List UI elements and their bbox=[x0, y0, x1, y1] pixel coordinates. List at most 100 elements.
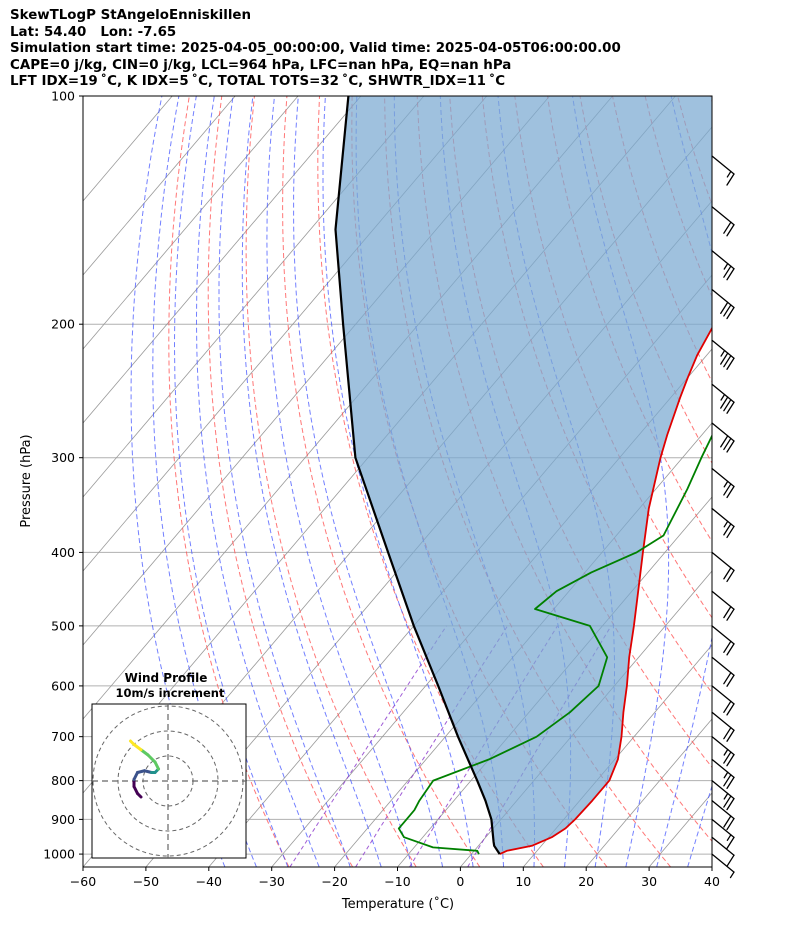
wind-barb bbox=[711, 288, 735, 320]
dry-adiabat-line bbox=[282, 96, 481, 867]
x-tick-label: 40 bbox=[704, 874, 720, 889]
barb-flag bbox=[723, 672, 732, 685]
barb-flag bbox=[720, 352, 729, 365]
isotherm-line bbox=[83, 96, 236, 276]
barb-flag bbox=[723, 774, 732, 787]
barb-flag bbox=[726, 268, 735, 281]
barb-half-flag bbox=[723, 792, 729, 800]
barb-staff bbox=[711, 758, 735, 779]
barb-staff bbox=[711, 422, 735, 442]
barb-flag bbox=[723, 727, 732, 740]
dry-adiabat-line bbox=[481, 96, 712, 694]
barb-flag bbox=[726, 703, 735, 716]
wind-barb bbox=[711, 685, 735, 716]
barb-staff bbox=[711, 507, 735, 528]
y-tick-label: 200 bbox=[51, 317, 75, 332]
barb-flag bbox=[726, 569, 735, 583]
barb-staff bbox=[711, 551, 735, 572]
hodograph bbox=[92, 704, 246, 858]
barb-flag bbox=[723, 265, 732, 278]
wind-barb bbox=[711, 590, 735, 621]
x-tick-label: −40 bbox=[196, 874, 222, 889]
moist-adiabat-line bbox=[293, 96, 444, 867]
x-tick-label: −30 bbox=[259, 874, 285, 889]
barb-staff bbox=[711, 836, 735, 856]
barb-flag bbox=[720, 396, 729, 409]
barb-flag bbox=[723, 304, 732, 317]
barb-flag bbox=[726, 854, 735, 867]
wind-barb bbox=[711, 711, 735, 742]
barb-flag bbox=[723, 437, 732, 451]
moist-adiabat-line bbox=[174, 96, 289, 867]
isotherm-line bbox=[83, 96, 425, 498]
stability-parameters: CAPE=0 j/kg, CIN=0 j/kg, LCL=964 hPa, LF… bbox=[10, 57, 512, 73]
profile-lines bbox=[334, 96, 712, 855]
barb-flag bbox=[726, 173, 735, 186]
wind-barb bbox=[711, 250, 735, 281]
barb-flag bbox=[723, 567, 732, 580]
barb-flag bbox=[726, 754, 735, 767]
barb-flag bbox=[723, 355, 732, 368]
y-tick-label: 700 bbox=[51, 729, 75, 744]
station-title: SkewTLogP StAngeloEnniskillen bbox=[10, 8, 252, 23]
barb-flag bbox=[720, 301, 729, 315]
dry-adiabat-line bbox=[775, 96, 794, 867]
station-coordinates: Lat: 54.40 Lon: -7.65 bbox=[10, 24, 177, 40]
barb-staff bbox=[711, 155, 735, 175]
wind-barb bbox=[711, 155, 735, 186]
barb-staff bbox=[711, 288, 735, 309]
barb-flag bbox=[726, 357, 735, 370]
wind-barb bbox=[711, 818, 735, 850]
barb-half-flag bbox=[726, 834, 732, 841]
barb-flag bbox=[723, 640, 732, 653]
x-tick-label: −10 bbox=[384, 874, 410, 889]
wind-barb bbox=[711, 836, 735, 867]
barb-staff bbox=[711, 685, 735, 705]
x-axis-label: Temperature (˚C) bbox=[341, 896, 454, 912]
barb-flag bbox=[723, 795, 732, 808]
parcel-profile bbox=[334, 96, 501, 855]
y-tick-label: 400 bbox=[51, 545, 75, 560]
barb-flag bbox=[726, 401, 735, 414]
hodograph-title: Wind Profile bbox=[125, 671, 208, 685]
temperature-profile bbox=[499, 326, 712, 855]
barb-flag bbox=[723, 523, 732, 536]
isotherm-line bbox=[711, 866, 712, 867]
barb-half-flag bbox=[723, 771, 729, 779]
barb-staff bbox=[711, 818, 735, 839]
wind-barb bbox=[711, 799, 735, 831]
barb-half-flag bbox=[723, 480, 729, 488]
barb-flag bbox=[723, 399, 732, 412]
barb-flag bbox=[723, 751, 732, 764]
barb-staff bbox=[711, 467, 735, 488]
barb-staff bbox=[711, 736, 735, 756]
moist-adiabat-line bbox=[196, 96, 320, 867]
wind-barb bbox=[711, 779, 735, 811]
wind-barb bbox=[711, 383, 735, 414]
barb-staff bbox=[711, 656, 735, 676]
wind-barb bbox=[711, 625, 735, 656]
axes: −60 −50 −40 −30 −20 −10 0 10 20 30 40 1000 900 800 700… bbox=[43, 89, 720, 890]
barb-flag bbox=[723, 221, 732, 234]
wind-barb bbox=[711, 206, 735, 237]
barb-half-flag bbox=[729, 871, 735, 879]
x-tick-label: 10 bbox=[515, 874, 531, 889]
chart-header: SkewTLogP StAngeloEnniskillen Lat: 54.40… bbox=[10, 8, 790, 91]
barb-half-flag bbox=[720, 349, 726, 357]
dry-adiabat-line bbox=[168, 96, 290, 867]
simulation-times: Simulation start time: 2025-04-05_00:00:… bbox=[10, 41, 621, 56]
barb-staff bbox=[711, 625, 735, 645]
isotherm-line bbox=[83, 96, 299, 350]
barb-flag bbox=[726, 729, 735, 742]
barb-flag bbox=[723, 483, 732, 496]
barb-flag bbox=[726, 485, 735, 499]
barb-flag bbox=[726, 797, 735, 811]
hodograph-trace bbox=[129, 739, 136, 746]
dry-adiabat-line bbox=[579, 96, 712, 465]
wind-barb bbox=[711, 339, 735, 370]
y-tick-label: 100 bbox=[51, 89, 75, 104]
moist-adiabat-line bbox=[322, 96, 474, 867]
x-tick-label: −50 bbox=[133, 874, 159, 889]
y-tick-label: 300 bbox=[51, 450, 75, 465]
